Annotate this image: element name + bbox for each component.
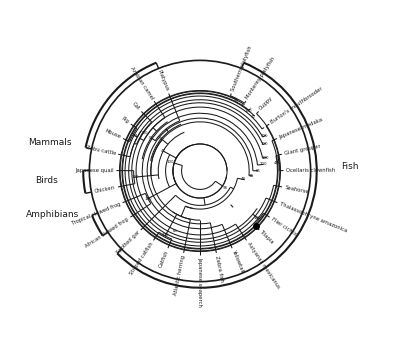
Text: Burton's mouthbrooder: Burton's mouthbrooder bbox=[270, 86, 324, 125]
Text: 100: 100 bbox=[144, 197, 152, 201]
Text: Catfish: Catfish bbox=[158, 249, 169, 268]
Text: Seahorse: Seahorse bbox=[284, 185, 309, 195]
Text: Yellowtail: Yellowtail bbox=[231, 249, 245, 274]
Text: 96: 96 bbox=[159, 137, 164, 141]
Text: Japanese medaka: Japanese medaka bbox=[278, 117, 324, 140]
Text: Tropical clawed frog: Tropical clawed frog bbox=[71, 201, 121, 226]
Text: 100: 100 bbox=[254, 216, 261, 220]
Text: Zebra fish: Zebra fish bbox=[214, 255, 224, 282]
Text: Tilapia: Tilapia bbox=[259, 230, 275, 246]
Text: 98: 98 bbox=[223, 186, 228, 190]
Text: 100: 100 bbox=[162, 234, 169, 237]
Text: Fish: Fish bbox=[341, 161, 359, 171]
Text: Southern platyfish: Southern platyfish bbox=[230, 45, 253, 92]
Text: Zebu cattle: Zebu cattle bbox=[86, 145, 116, 156]
Text: Cat: Cat bbox=[132, 102, 142, 111]
Text: Thalassophryne amazonica: Thalassophryne amazonica bbox=[279, 201, 348, 233]
Text: 77: 77 bbox=[240, 104, 245, 108]
Text: 48: 48 bbox=[241, 177, 246, 182]
Text: Chicken: Chicken bbox=[94, 185, 116, 194]
Text: Atlantic herring: Atlantic herring bbox=[173, 255, 186, 296]
Text: Mammals: Mammals bbox=[28, 138, 72, 147]
Text: Giant grouper: Giant grouper bbox=[284, 144, 321, 156]
Text: Amphibians: Amphibians bbox=[26, 210, 79, 219]
Text: 99: 99 bbox=[234, 99, 239, 103]
Text: Ocellaris clownfish: Ocellaris clownfish bbox=[286, 168, 335, 173]
Text: 51: 51 bbox=[133, 134, 138, 138]
Text: Arabian camel: Arabian camel bbox=[130, 66, 155, 101]
Text: 100: 100 bbox=[259, 162, 267, 167]
Text: 100: 100 bbox=[245, 109, 252, 113]
Text: 65: 65 bbox=[173, 229, 177, 233]
Text: Striped catfish: Striped catfish bbox=[128, 241, 154, 276]
Text: Guppy: Guppy bbox=[258, 96, 274, 111]
Text: Spotted gar: Spotted gar bbox=[115, 230, 141, 255]
Text: Japanese quail: Japanese quail bbox=[75, 168, 114, 173]
Text: 44: 44 bbox=[274, 161, 279, 165]
Text: Flier cichlid: Flier cichlid bbox=[270, 216, 298, 237]
Text: Astyanax mexicanus: Astyanax mexicanus bbox=[246, 241, 280, 289]
Text: 100: 100 bbox=[167, 160, 174, 164]
Text: 72: 72 bbox=[250, 115, 256, 119]
Text: Platypus: Platypus bbox=[157, 69, 170, 92]
Text: Pig: Pig bbox=[121, 116, 130, 125]
Text: 100: 100 bbox=[131, 175, 139, 179]
Text: Birds: Birds bbox=[35, 176, 58, 185]
Text: 100: 100 bbox=[261, 142, 268, 146]
Text: 47: 47 bbox=[161, 149, 166, 153]
Text: 100: 100 bbox=[260, 134, 268, 138]
Text: Monterey platyfish: Monterey platyfish bbox=[245, 56, 276, 101]
Text: 100: 100 bbox=[141, 131, 148, 135]
Text: 85: 85 bbox=[255, 169, 260, 173]
Text: 78: 78 bbox=[249, 174, 254, 178]
Text: 100: 100 bbox=[262, 156, 269, 160]
Text: 52: 52 bbox=[149, 136, 154, 140]
Text: Japanese seaperch: Japanese seaperch bbox=[198, 257, 202, 307]
Text: Mouse: Mouse bbox=[104, 129, 122, 140]
Text: African clawed frog: African clawed frog bbox=[84, 216, 130, 249]
